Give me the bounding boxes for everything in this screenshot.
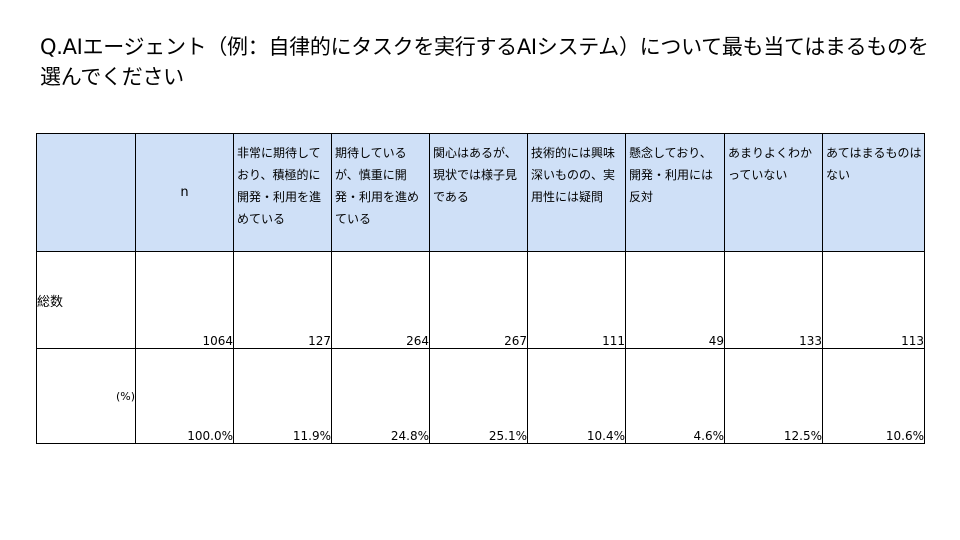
cell-pct-3: 25.1% [429, 348, 528, 444]
cell-count-7: 113 [822, 251, 925, 349]
header-col-1-label: 非常に期待しており、積極的に開発・利用を進めている [237, 146, 322, 226]
cell-count-1: 127 [233, 251, 332, 349]
question-title: Q.AIエージェント（例：自律的にタスクを実行するAIシステム）について最も当て… [40, 35, 929, 89]
header-col-6: あまりよくわかっていない [724, 133, 823, 252]
header-col-6-label: あまりよくわかっていない [728, 146, 813, 182]
header-col-4: 技術的には興味深いものの、実用性には疑問 [527, 133, 626, 252]
row-label-percent: (%) [36, 348, 136, 444]
header-corner [36, 133, 136, 252]
header-col-1: 非常に期待しており、積極的に開発・利用を進めている [233, 133, 332, 252]
header-row: n 非常に期待しており、積極的に開発・利用を進めている 期待しているが、慎重に開… [36, 133, 925, 252]
header-col-7: あてはまるものはない [822, 133, 925, 252]
header-col-3: 関心はあるが、現状では様子見である [429, 133, 528, 252]
cell-count-5: 49 [625, 251, 725, 349]
table-row-count: 総数 1064 127 264 267 111 49 133 113 [36, 251, 925, 349]
cell-pct-6: 12.5% [724, 348, 823, 444]
header-n-label: n [180, 185, 189, 200]
header-col-4-label: 技術的には興味深いものの、実用性には疑問 [531, 146, 616, 204]
header-col-2-label: 期待しているが、慎重に開発・利用を進めている [335, 146, 420, 226]
survey-table: n 非常に期待しており、積極的に開発・利用を進めている 期待しているが、慎重に開… [36, 133, 925, 444]
table-row-percent: (%) 100.0% 11.9% 24.8% 25.1% 10.4% 4.6% … [36, 348, 925, 444]
header-n: n [135, 133, 234, 252]
cell-pct-2: 24.8% [331, 348, 430, 444]
cell-pct-4: 10.4% [527, 348, 626, 444]
cell-count-2: 264 [331, 251, 430, 349]
row-label-total: 総数 [36, 251, 136, 349]
header-col-5: 懸念しており、開発・利用には反対 [625, 133, 725, 252]
cell-count-3: 267 [429, 251, 528, 349]
cell-count-6: 133 [724, 251, 823, 349]
cell-count-n: 1064 [135, 251, 234, 349]
cell-pct-5: 4.6% [625, 348, 725, 444]
cell-count-4: 111 [527, 251, 626, 349]
header-col-2: 期待しているが、慎重に開発・利用を進めている [331, 133, 430, 252]
header-col-5-label: 懸念しており、開発・利用には反対 [629, 146, 714, 204]
cell-pct-n: 100.0% [135, 348, 234, 444]
header-col-7-label: あてはまるものはない [826, 146, 922, 182]
cell-pct-7: 10.6% [822, 348, 925, 444]
cell-pct-1: 11.9% [233, 348, 332, 444]
header-col-3-label: 関心はあるが、現状では様子見である [433, 146, 518, 204]
